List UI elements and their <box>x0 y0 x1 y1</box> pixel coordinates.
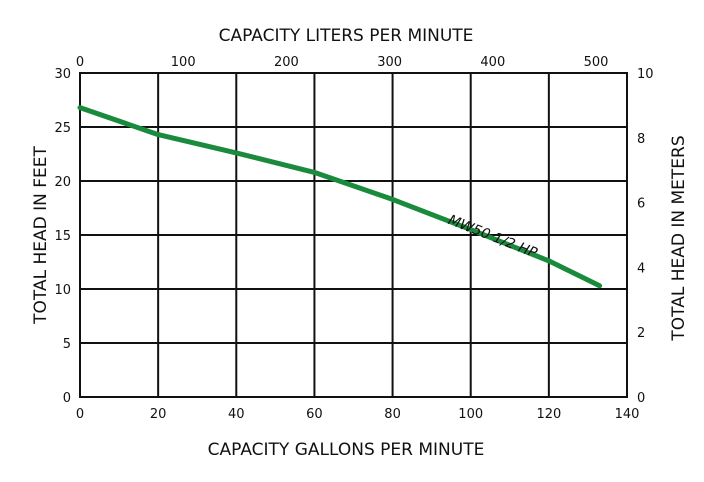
y-tick-label: 0 <box>63 391 71 406</box>
plot-frame <box>79 72 628 398</box>
x2-tick-label: 200 <box>274 55 299 70</box>
y2-axis-title: TOTAL HEAD IN METERS <box>669 135 689 341</box>
x2-tick-label: 300 <box>377 55 402 70</box>
x-tick-label: 140 <box>615 407 640 422</box>
grid <box>79 72 628 398</box>
y2-tick-label: 2 <box>637 326 645 341</box>
y-tick-label: 25 <box>54 121 71 136</box>
y2-tick-label: 10 <box>637 67 654 82</box>
x-axis-title: CAPACITY GALLONS PER MINUTE <box>208 440 485 460</box>
y-tick-label: 5 <box>63 337 71 352</box>
x2-tick-label: 500 <box>584 55 609 70</box>
x-tick-label: 100 <box>458 407 483 422</box>
y-tick-label: 10 <box>54 283 71 298</box>
x-tick-label: 0 <box>76 407 84 422</box>
x-tick-label: 120 <box>536 407 561 422</box>
x2-axis-title: CAPACITY LITERS PER MINUTE <box>219 26 474 46</box>
y2-tick-label: 0 <box>637 391 645 406</box>
y-axis-title: TOTAL HEAD IN FEET <box>31 146 51 325</box>
y2-tick-label: 4 <box>637 261 645 276</box>
x-tick-label: 40 <box>228 407 245 422</box>
y-tick-label: 15 <box>54 229 71 244</box>
x2-tick-label: 100 <box>171 55 196 70</box>
y2-tick-label: 8 <box>637 132 645 147</box>
x-tick-label: 60 <box>306 407 323 422</box>
x2-tick-label: 400 <box>480 55 505 70</box>
x-tick-label: 20 <box>150 407 167 422</box>
x-tick-label: 80 <box>384 407 401 422</box>
y-tick-label: 20 <box>54 175 71 190</box>
series-label: MW50 1/2 HP <box>446 212 540 262</box>
x2-tick-label: 0 <box>76 55 84 70</box>
y-tick-label: 30 <box>54 67 71 82</box>
series-line-mw50 <box>77 105 603 289</box>
y2-tick-label: 6 <box>637 197 645 212</box>
